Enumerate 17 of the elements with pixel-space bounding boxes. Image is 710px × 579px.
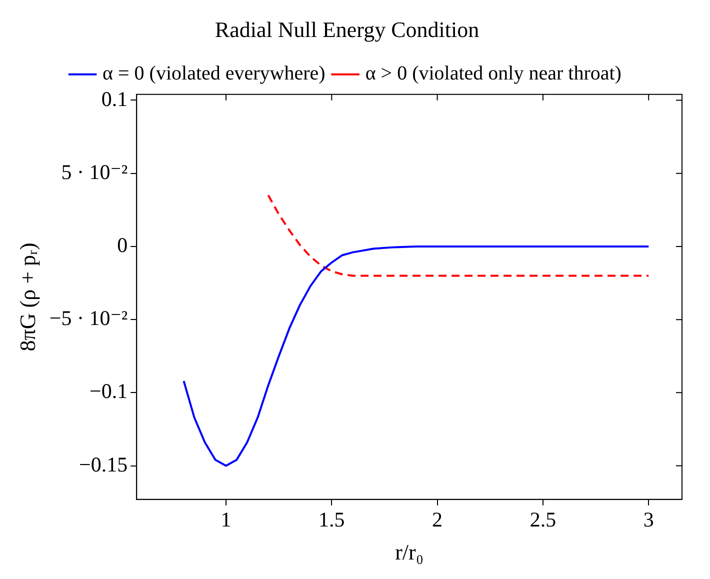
legend-label: α > 0 (violated only near throat) — [365, 62, 622, 85]
x-tick-label: 2.5 — [530, 508, 556, 532]
x-tick-label: 2 — [432, 508, 443, 532]
line-series — [267, 194, 650, 277]
x-tick-label: 1.5 — [318, 508, 345, 532]
y-tick-label: 0 — [117, 232, 128, 257]
y-tick-label: −0.15 — [79, 452, 128, 476]
chart-title: Radial Null Energy Condition — [214, 16, 480, 42]
y-tick-label: −0.1 — [90, 379, 128, 404]
y-tick-label: −5 · 10⁻² — [49, 306, 128, 330]
x-tick-label: 1 — [220, 508, 232, 532]
x-tick-label: 3 — [643, 508, 654, 532]
y-axis-title: 8πG (ρ + pᵣ) — [14, 242, 40, 352]
legend-label: α = 0 (violated everywhere) — [102, 62, 326, 85]
x-axis-title: r/r₀ — [395, 540, 424, 565]
y-tick-label: 0.1 — [101, 86, 128, 111]
y-tick-label: 5 · 10⁻² — [61, 160, 128, 184]
